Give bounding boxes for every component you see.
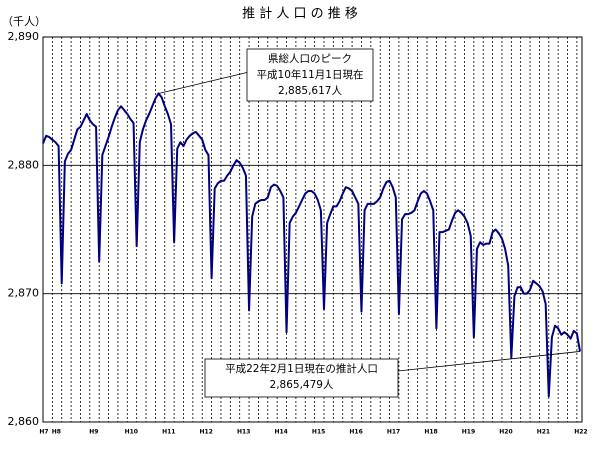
annotation-text: 平成22年2月1日現在の推計人口 [225,362,378,375]
annotation-leader [158,71,250,94]
x-tick-label: H17 [387,429,400,436]
line-series [42,92,581,398]
x-tick-label: H15 [312,429,325,436]
y-tick-label: 2,890 [8,30,40,43]
x-tick-label: H19 [462,429,475,436]
y-tick-label: 2,870 [8,287,40,300]
x-tick-label: H22 [574,429,587,436]
annotation-text: 県総人口のピーク [268,52,352,65]
x-tick-label: H12 [200,429,213,436]
x-tick-label: H18 [424,429,437,436]
annotation-box [204,358,399,398]
y-tick-label: 2,880 [8,158,40,171]
annotation-leader [397,351,581,372]
annotation-text: 2,885,617人 [278,85,342,97]
x-tick-label: H20 [499,429,512,436]
x-tick-label: H16 [349,429,362,436]
x-tick-label: H10 [125,429,138,436]
annotation-text: 平成10年11月1日現在 [257,68,364,81]
y-tick-label: 2,860 [8,415,40,428]
x-tick-label: H9 [89,429,98,436]
x-tick-label: H8 [52,429,61,436]
x-tick-label: H7 [39,429,48,436]
x-tick-label: H21 [537,429,550,436]
chart-title: 推 計 人 口 の 推 移 [242,6,358,22]
annotation-text: 2,865,479人 [270,379,334,391]
x-tick-label: H14 [274,429,287,436]
y-axis-label: （千人） [2,15,46,28]
annotation-box [246,48,374,102]
plot-border [42,36,583,423]
x-tick-label: H11 [162,429,175,436]
x-tick-label: H13 [237,429,250,436]
